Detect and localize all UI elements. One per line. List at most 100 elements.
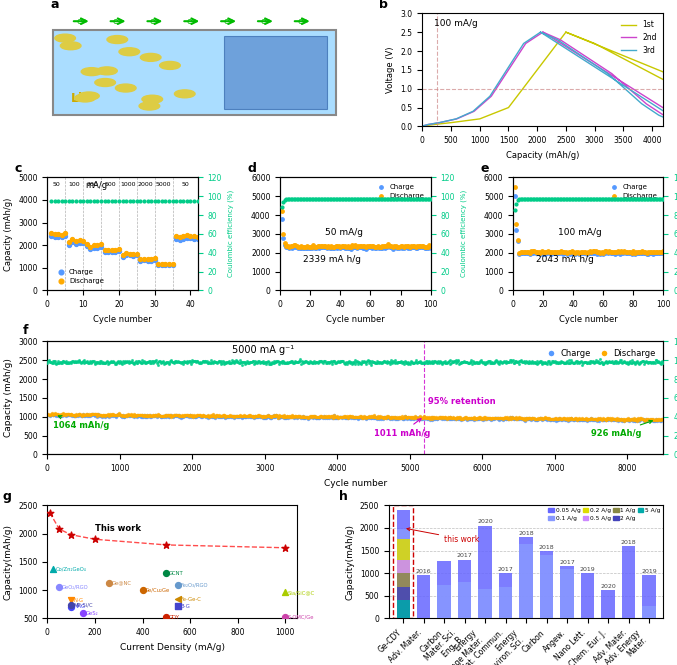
- Point: [562, 194, 573, 204]
- Point: [282, 357, 292, 368]
- Point: [412, 414, 422, 424]
- Point: [613, 416, 624, 426]
- Point: [347, 358, 357, 369]
- Point: [628, 416, 638, 426]
- Point: [412, 413, 423, 424]
- Charge: [56, 232, 67, 243]
- Charge: [153, 260, 164, 271]
- Point: [73, 355, 84, 366]
- Point: [135, 358, 146, 368]
- Point: [345, 411, 356, 422]
- Point: [264, 358, 275, 369]
- Point: [355, 412, 366, 423]
- Point: [78, 608, 89, 618]
- Point: [330, 412, 341, 422]
- Point: [424, 358, 435, 368]
- Discharge: [646, 247, 657, 257]
- Point: [330, 358, 341, 368]
- Charge: [594, 247, 605, 258]
- Point: [525, 357, 536, 368]
- Point: [152, 357, 163, 368]
- Point: [454, 413, 464, 424]
- Point: [630, 416, 640, 427]
- Point: [78, 356, 89, 366]
- Point: [293, 194, 304, 204]
- Point: [634, 194, 645, 204]
- Point: [389, 412, 399, 423]
- Point: [516, 413, 527, 424]
- Point: [433, 412, 443, 423]
- Point: [408, 357, 418, 368]
- Point: [206, 410, 217, 421]
- Point: [629, 358, 640, 368]
- Point: [103, 411, 114, 422]
- Point: [290, 356, 301, 366]
- Point: [238, 411, 249, 422]
- Point: [494, 412, 505, 423]
- Point: [568, 415, 579, 426]
- Charge: [370, 243, 380, 253]
- Point: [364, 194, 374, 204]
- Point: [390, 413, 401, 424]
- Point: [552, 414, 563, 424]
- Point: [270, 410, 281, 421]
- Point: [649, 357, 660, 368]
- Point: [315, 411, 326, 422]
- Point: [125, 356, 135, 367]
- Point: [608, 414, 619, 424]
- Point: [146, 410, 157, 421]
- Point: [43, 410, 54, 420]
- Point: [207, 409, 218, 420]
- Point: [193, 411, 204, 422]
- Point: [219, 358, 230, 368]
- Point: [443, 356, 454, 367]
- Point: [391, 194, 401, 204]
- Point: [502, 413, 513, 424]
- Point: [537, 358, 548, 369]
- Point: [100, 358, 111, 368]
- Point: [158, 412, 169, 422]
- Point: [406, 414, 417, 424]
- Point: [567, 414, 578, 424]
- Point: [209, 412, 220, 422]
- Point: [655, 357, 666, 368]
- Point: [326, 356, 337, 367]
- Point: [225, 358, 236, 368]
- 1st: [476, 115, 484, 123]
- Point: [185, 358, 196, 369]
- Point: [638, 358, 649, 369]
- Point: [281, 412, 292, 422]
- Point: [320, 194, 331, 204]
- Discharge: [383, 239, 394, 250]
- Point: [187, 410, 198, 421]
- Text: 2018: 2018: [621, 540, 636, 545]
- Point: [431, 412, 441, 422]
- Discharge: [651, 247, 661, 257]
- Point: [367, 356, 378, 366]
- Point: [175, 196, 185, 206]
- Point: [397, 412, 408, 423]
- Point: [316, 411, 327, 422]
- Point: [409, 412, 420, 423]
- Point: [217, 356, 228, 367]
- Point: [437, 413, 447, 424]
- Discharge: [64, 237, 74, 247]
- Text: 2016: 2016: [416, 569, 431, 574]
- Point: [642, 415, 653, 426]
- Point: [131, 411, 142, 422]
- Point: [243, 356, 254, 367]
- Point: [119, 410, 130, 421]
- Charge: [343, 243, 353, 253]
- Point: [565, 357, 576, 368]
- Text: Ge/Cu₂Ge: Ge/Cu₂Ge: [145, 588, 170, 593]
- Point: [399, 358, 410, 369]
- Point: [368, 356, 379, 367]
- Point: [297, 356, 308, 367]
- Point: [429, 356, 440, 366]
- Point: [199, 411, 210, 422]
- Point: [474, 356, 485, 367]
- Y-axis label: Capacity (mAh/g): Capacity (mAh/g): [3, 358, 13, 438]
- Point: [144, 356, 154, 366]
- Point: [578, 414, 589, 425]
- Discharge: [281, 241, 292, 251]
